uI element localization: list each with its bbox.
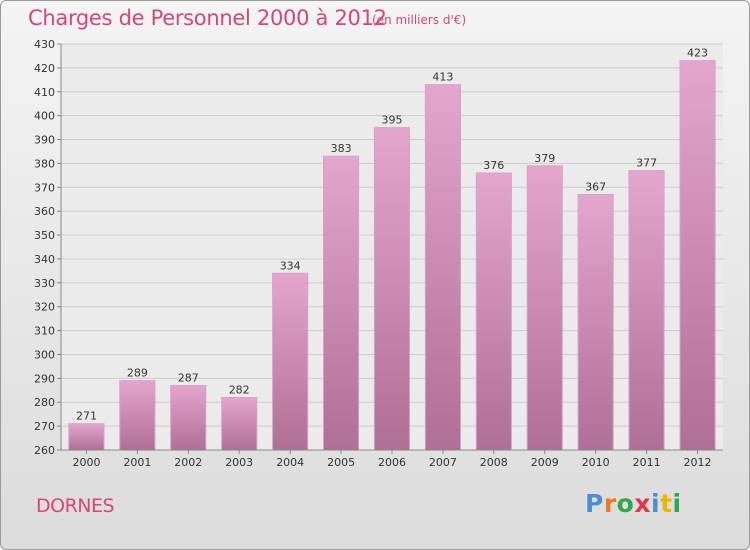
data-labels: 271 289 287 282 334 383 395 413 376 379 367 377 423 (76, 47, 708, 423)
x-tick-label-2006: 2006 (378, 456, 406, 469)
bar-2004[interactable] (272, 272, 309, 451)
commune-name: DORNES (36, 495, 115, 517)
y-tick-label: 400 (34, 110, 55, 123)
y-tick-label: 330 (34, 277, 55, 290)
bar-2005[interactable] (323, 155, 360, 451)
data-label-2001: 289 (127, 367, 148, 380)
data-label-2012: 423 (687, 47, 708, 60)
data-label-2003: 282 (229, 384, 250, 397)
x-tick-label-2010: 2010 (582, 456, 610, 469)
x-tick-label-2004: 2004 (276, 456, 304, 469)
x-tick-label-2012: 2012 (684, 456, 712, 469)
chart-subtitle: (en milliers d'€) (372, 13, 467, 27)
x-tick-label-2008: 2008 (480, 456, 508, 469)
data-label-2002: 287 (178, 372, 199, 385)
chart-title: Charges de Personnel 2000 à 2012 (28, 6, 387, 30)
logo-letter: i (672, 489, 682, 518)
x-tick-label-2009: 2009 (531, 456, 559, 469)
data-label-2007: 413 (432, 71, 453, 84)
y-tick-label: 390 (34, 134, 55, 147)
bar-2001[interactable] (119, 380, 156, 451)
y-tick-label: 280 (34, 396, 55, 409)
logo-letter: x (634, 489, 651, 518)
y-tick-label: 430 (34, 38, 55, 51)
y-tick-label: 320 (34, 301, 55, 314)
x-axis: 2000 2001 2002 2003 2004 2005 2006 2007 2008 2009… (73, 450, 712, 469)
y-tick-label: 350 (34, 229, 55, 242)
y-tick-label: 360 (34, 205, 55, 218)
logo-letter: P (585, 489, 604, 518)
x-tick-label-2003: 2003 (225, 456, 253, 469)
bar-2000[interactable] (68, 423, 105, 451)
bar-2010[interactable] (577, 194, 614, 451)
bar-2006[interactable] (373, 127, 410, 451)
bar-2012[interactable] (679, 60, 716, 451)
data-label-2009: 379 (534, 152, 555, 165)
y-tick-label: 370 (34, 181, 55, 194)
proxiti-logo[interactable]: Proxiti (585, 489, 682, 518)
bar-2009[interactable] (526, 165, 563, 451)
y-tick-label: 270 (34, 420, 55, 433)
y-tick-label: 310 (34, 325, 55, 338)
y-tick-label: 420 (34, 62, 55, 75)
y-tick-label: 410 (34, 86, 55, 99)
logo-letter: r (603, 489, 617, 518)
x-tick-label-2007: 2007 (429, 456, 457, 469)
x-tick-label-2001: 2001 (123, 456, 151, 469)
data-label-2004: 334 (280, 259, 301, 272)
y-tick-label: 300 (34, 348, 55, 361)
bar-2007[interactable] (424, 84, 461, 451)
logo-letter: t (660, 489, 673, 518)
data-label-2011: 377 (636, 157, 657, 170)
data-label-2010: 367 (585, 181, 606, 194)
data-label-2008: 376 (483, 159, 504, 172)
bar-2008[interactable] (475, 172, 512, 451)
y-tick-label: 340 (34, 253, 55, 266)
y-tick-label: 260 (34, 444, 55, 457)
logo-letter: i (651, 489, 661, 518)
x-tick-label-2005: 2005 (327, 456, 355, 469)
x-tick-label-2011: 2011 (633, 456, 661, 469)
bar-2003[interactable] (221, 397, 258, 451)
x-tick-label-2000: 2000 (73, 456, 101, 469)
bar-2002[interactable] (170, 385, 207, 451)
data-label-2006: 395 (382, 114, 403, 127)
bar-2011[interactable] (628, 170, 665, 451)
y-tick-label: 380 (34, 157, 55, 170)
y-tick-label: 290 (34, 372, 55, 385)
logo-letter: o (616, 489, 635, 518)
data-label-2000: 271 (76, 410, 97, 423)
x-tick-label-2002: 2002 (174, 456, 202, 469)
data-label-2005: 383 (331, 142, 352, 155)
